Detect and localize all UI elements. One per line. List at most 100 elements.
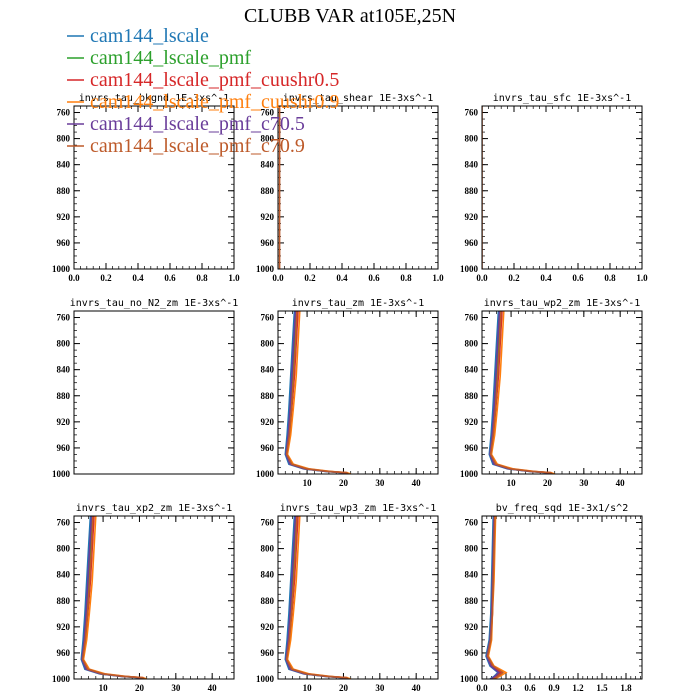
y-tick-label: 960 bbox=[57, 648, 71, 658]
panel-2: invrs_tau_shear 1E-3xs^-1 760 800 840 880 920… bbox=[256, 93, 444, 283]
y-tick-label: 840 bbox=[465, 570, 479, 580]
y-tick-label: 840 bbox=[261, 365, 275, 375]
legend-entry: cam144_lscale_pmf_cuushr0.9 bbox=[67, 91, 339, 113]
y-tick-label: 760 bbox=[261, 313, 275, 323]
x-tick-label: 0.0 bbox=[476, 273, 488, 283]
y-tick-label: 880 bbox=[465, 186, 479, 196]
x-tick-label: 1.0 bbox=[432, 273, 444, 283]
y-tick-label: 840 bbox=[261, 160, 275, 170]
legend-entry: cam144_lscale_pmf_c70.9 bbox=[67, 135, 305, 157]
x-tick-label: 10 bbox=[507, 478, 517, 488]
series-line bbox=[486, 516, 505, 679]
y-tick-label: 920 bbox=[465, 417, 479, 427]
panel-title: invrs_tau_bkgnd 1E-3xs^-1 bbox=[79, 93, 230, 104]
y-tick-label: 920 bbox=[261, 212, 275, 222]
panel-grid: invrs_tau_bkgnd 1E-3xs^-1 760 800 840 880 920… bbox=[52, 93, 648, 693]
y-tick-label: 1000 bbox=[52, 264, 71, 274]
series-line bbox=[81, 516, 145, 679]
panel-3: invrs_tau_sfc 1E-3xs^-1 760 800 840 880 920 96… bbox=[460, 93, 648, 283]
y-tick-label: 920 bbox=[261, 622, 275, 632]
y-tick-label: 960 bbox=[261, 648, 275, 658]
x-tick-label: 40 bbox=[208, 683, 218, 693]
x-tick-label: 0.3 bbox=[500, 683, 512, 693]
y-tick-label: 840 bbox=[261, 570, 275, 580]
y-tick-label: 880 bbox=[57, 596, 71, 606]
x-tick-label: 10 bbox=[99, 683, 109, 693]
panel-6: invrs_tau_wp2_zm 1E-3xs^-1 760 800 840 880 92… bbox=[460, 298, 643, 488]
figure-title: CLUBB VAR at105E,25N bbox=[244, 5, 456, 27]
plot-frame bbox=[73, 105, 235, 270]
y-tick-label: 960 bbox=[261, 443, 275, 453]
y-tick-label: 800 bbox=[57, 134, 71, 144]
x-tick-label: 1.2 bbox=[572, 683, 584, 693]
x-tick-label: 0.2 bbox=[100, 273, 112, 283]
legend-entry: cam144_lscale bbox=[67, 25, 209, 47]
legend-label: cam144_lscale_pmf_cuushr0.5 bbox=[90, 69, 339, 91]
x-tick-label: 40 bbox=[616, 478, 626, 488]
x-tick-label: 0.0 bbox=[272, 273, 284, 283]
x-tick-label: 0.2 bbox=[508, 273, 520, 283]
y-tick-label: 1000 bbox=[256, 674, 275, 684]
x-tick-label: 0.2 bbox=[304, 273, 316, 283]
y-tick-label: 920 bbox=[57, 212, 71, 222]
plot-frame bbox=[277, 310, 439, 475]
x-tick-label: 10 bbox=[303, 683, 313, 693]
legend-label: cam144_lscale_pmf_cuushr0.9 bbox=[90, 91, 339, 113]
panel-4: invrs_tau_no_N2_zm 1E-3xs^-1 760 800 840 880… bbox=[52, 298, 238, 479]
legend-label: cam144_lscale_pmf bbox=[90, 47, 251, 69]
panel-5: invrs_tau_zm 1E-3xs^-1 760 800 840 880 920 960… bbox=[256, 298, 439, 488]
y-tick-label: 1000 bbox=[460, 674, 479, 684]
panel-title: invrs_tau_wp3_zm 1E-3xs^-1 bbox=[280, 503, 437, 514]
y-tick-label: 760 bbox=[57, 313, 71, 323]
legend-entry: cam144_lscale_pmf_c70.5 bbox=[67, 113, 305, 135]
panel-title: invrs_tau_sfc 1E-3xs^-1 bbox=[493, 93, 631, 104]
y-tick-label: 960 bbox=[465, 648, 479, 658]
x-tick-label: 0.6 bbox=[524, 683, 536, 693]
plot-frame bbox=[481, 515, 643, 680]
plot-frame bbox=[277, 515, 439, 680]
x-tick-label: 30 bbox=[375, 478, 385, 488]
y-tick-label: 920 bbox=[465, 622, 479, 632]
x-tick-label: 20 bbox=[135, 683, 145, 693]
series-line bbox=[489, 311, 553, 474]
legend-label: cam144_lscale_pmf_c70.5 bbox=[90, 113, 305, 135]
x-tick-label: 20 bbox=[543, 478, 553, 488]
panel-title: invrs_tau_shear 1E-3xs^-1 bbox=[283, 93, 434, 104]
y-tick-label: 760 bbox=[261, 518, 275, 528]
legend: cam144_lscalecam144_lscale_pmfcam144_lsc… bbox=[67, 25, 339, 157]
x-tick-label: 1.8 bbox=[620, 683, 632, 693]
y-tick-label: 880 bbox=[57, 391, 71, 401]
y-tick-label: 1000 bbox=[460, 264, 479, 274]
x-tick-label: 0.6 bbox=[572, 273, 584, 283]
y-tick-label: 960 bbox=[57, 238, 71, 248]
y-tick-label: 800 bbox=[261, 134, 275, 144]
panel-7: invrs_tau_xp2_zm 1E-3xs^-1 760 800 840 880 92… bbox=[52, 503, 235, 693]
y-tick-label: 960 bbox=[465, 238, 479, 248]
y-tick-label: 760 bbox=[465, 108, 479, 118]
y-tick-label: 960 bbox=[465, 443, 479, 453]
y-tick-label: 800 bbox=[261, 544, 275, 554]
x-tick-label: 40 bbox=[412, 683, 422, 693]
y-tick-label: 880 bbox=[261, 186, 275, 196]
y-tick-label: 1000 bbox=[256, 469, 275, 479]
y-tick-label: 1000 bbox=[52, 674, 71, 684]
x-tick-label: 40 bbox=[412, 478, 422, 488]
y-tick-label: 880 bbox=[465, 596, 479, 606]
y-tick-label: 760 bbox=[465, 313, 479, 323]
x-tick-label: 20 bbox=[339, 478, 349, 488]
legend-entry: cam144_lscale_pmf_cuushr0.5 bbox=[67, 69, 339, 91]
y-tick-label: 800 bbox=[261, 339, 275, 349]
y-tick-label: 880 bbox=[57, 186, 71, 196]
y-tick-label: 840 bbox=[57, 570, 71, 580]
series-line bbox=[285, 311, 349, 474]
y-tick-label: 800 bbox=[57, 544, 71, 554]
panel-title: invrs_tau_xp2_zm 1E-3xs^-1 bbox=[76, 503, 233, 514]
panel-8: invrs_tau_wp3_zm 1E-3xs^-1 760 800 840 880 92… bbox=[256, 503, 439, 693]
x-tick-label: 30 bbox=[375, 683, 385, 693]
y-tick-label: 840 bbox=[465, 365, 479, 375]
y-tick-label: 840 bbox=[465, 160, 479, 170]
plot-frame bbox=[277, 105, 439, 270]
x-tick-label: 1.0 bbox=[636, 273, 648, 283]
x-tick-label: 30 bbox=[579, 478, 589, 488]
